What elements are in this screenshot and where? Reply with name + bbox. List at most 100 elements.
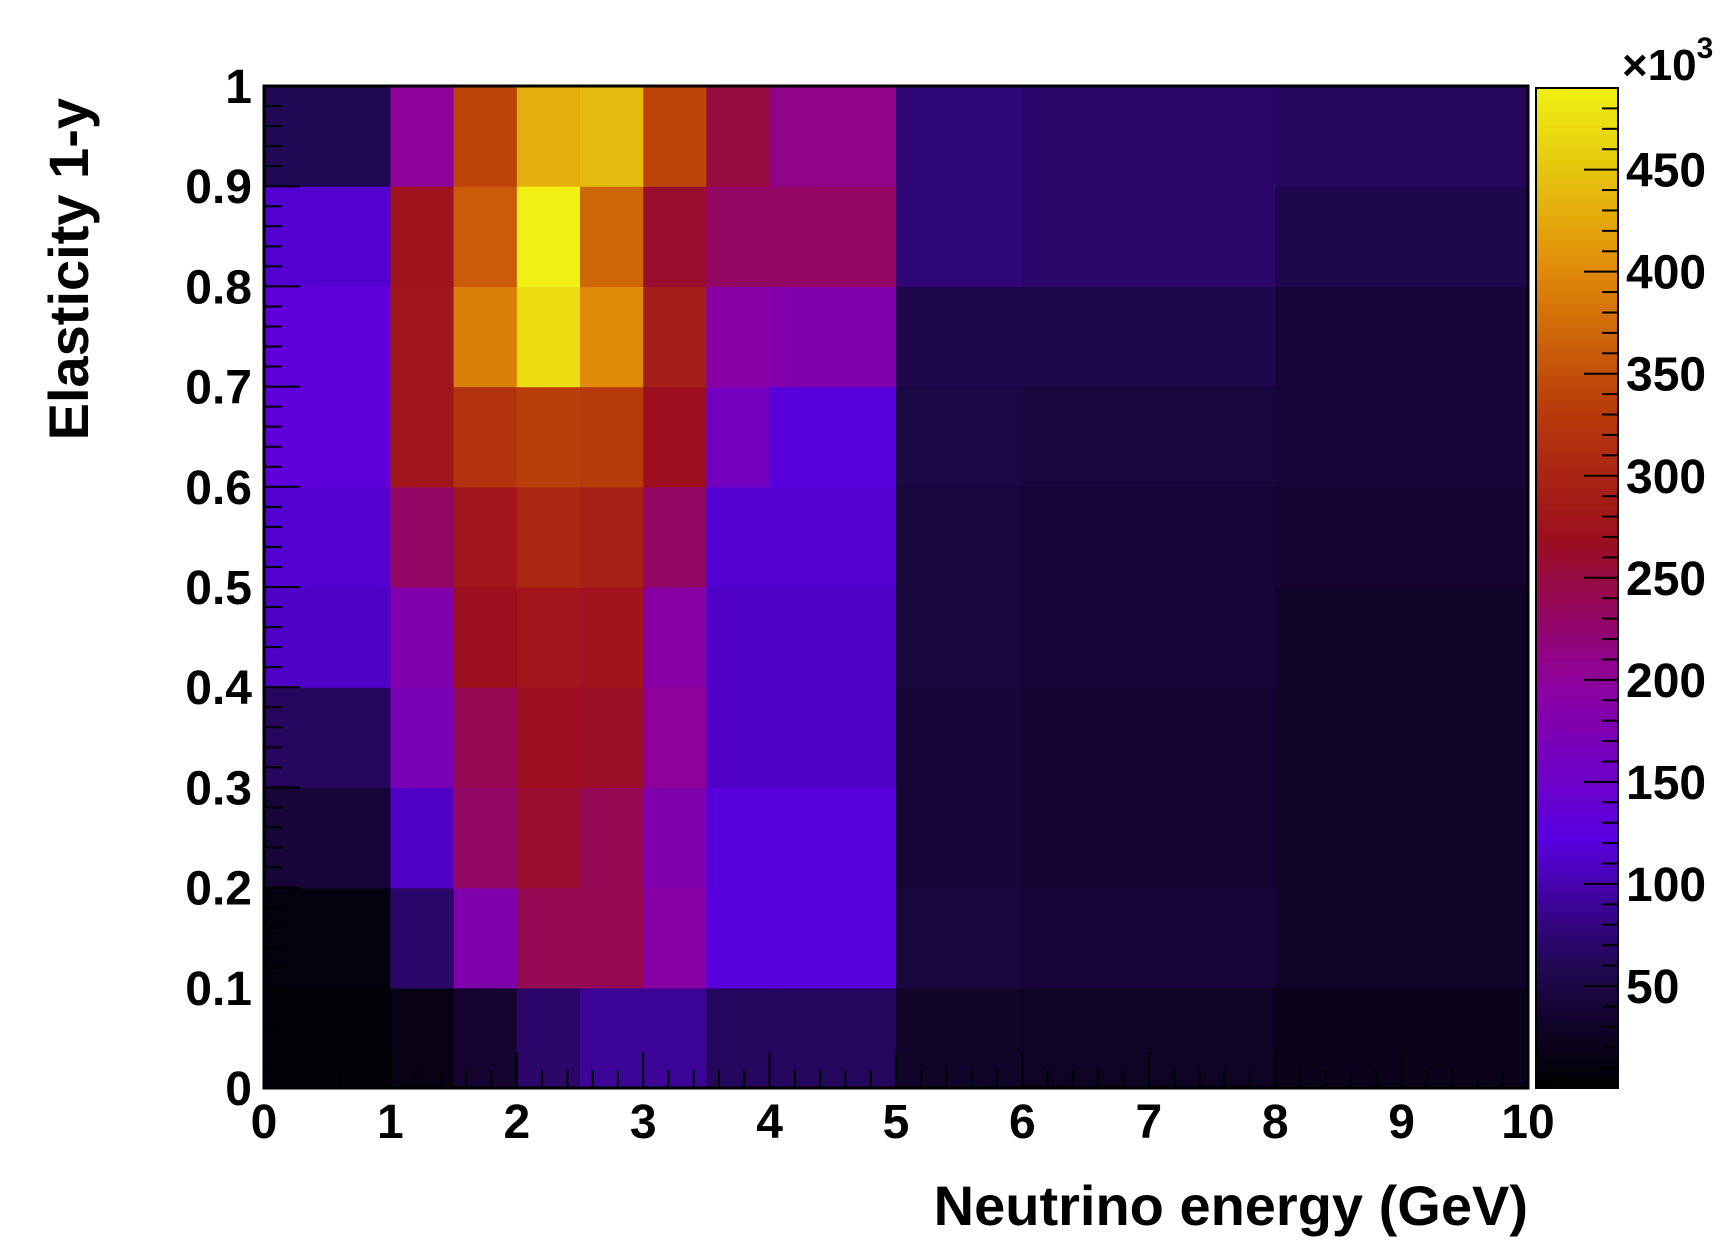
heatmap-cell: [516, 987, 581, 1089]
heatmap-cell: [516, 386, 581, 488]
colorbar-tick-label: 350: [1626, 349, 1706, 402]
axis-ticks: [263, 85, 1529, 1089]
heatmap-cell: [1022, 86, 1276, 187]
heatmap-cell: [1275, 687, 1529, 788]
heatmap-cell: [453, 486, 518, 588]
heatmap-cell: [264, 186, 391, 287]
y-tick-label: 0.2: [185, 863, 252, 916]
heatmap-cell: [516, 186, 581, 287]
y-tick-labels: 0 0.1 0.2 0.3 0.4 0.5 0.6 0.7 0.8 0.9 1: [185, 61, 252, 1116]
heatmap-cell: [643, 186, 707, 287]
heatmap-cell: [706, 286, 771, 388]
heatmap-cell: [264, 86, 391, 187]
heatmap-cell: [1022, 787, 1276, 889]
heatmap-cell: [453, 987, 518, 1089]
heatmap-cell: [706, 987, 771, 1089]
heatmap-cell: [896, 987, 1023, 1089]
heatmap-cell: [706, 486, 771, 588]
heatmap-cell: [896, 386, 1023, 488]
heatmap-cell: [643, 486, 707, 588]
y-tick-label: 0.9: [185, 161, 252, 214]
heatmap-cell: [706, 86, 771, 187]
x-tick-labels: 0 1 2 3 4 5 6 7 8 9 10: [251, 1096, 1555, 1149]
heatmap-cell: [896, 286, 1023, 388]
heatmap-cell: [453, 386, 518, 488]
y-tick-label: 0.1: [185, 963, 252, 1016]
heatmap-cell: [453, 286, 518, 388]
heatmap-cell: [516, 486, 581, 588]
y-axis-label: Elasticity 1-y: [37, 98, 100, 440]
heatmap-cell: [1275, 386, 1529, 488]
heatmap-cell: [580, 787, 644, 889]
x-tick-label: 1: [377, 1096, 404, 1149]
x-tick-label: 0: [251, 1096, 278, 1149]
heatmap-cell: [516, 286, 581, 388]
heatmap-cell: [769, 386, 897, 488]
y-tick-label: 1: [225, 61, 252, 114]
heatmap-cell: [580, 887, 644, 989]
heatmap-cell: [264, 987, 391, 1089]
heatmap-cell: [896, 86, 1023, 187]
heatmap-cell: [896, 887, 1023, 989]
x-tick-label: 8: [1262, 1096, 1289, 1149]
heatmap-cell: [896, 787, 1023, 889]
heatmap-cell: [643, 286, 707, 388]
heatmap-cell: [769, 86, 897, 187]
heatmap-cell: [516, 86, 581, 187]
x-tick-label: 4: [756, 1096, 783, 1149]
colorbar-tick-label: 300: [1626, 451, 1706, 504]
heatmap-cell: [769, 787, 897, 889]
heatmap-cell: [1275, 286, 1529, 388]
heatmap-cell: [769, 987, 897, 1089]
heatmap-cell: [643, 386, 707, 488]
y-tick-label: 0.5: [185, 562, 252, 615]
x-tick-label: 3: [630, 1096, 657, 1149]
x-tick-label: 5: [883, 1096, 910, 1149]
colorbar-tick-label: 400: [1626, 247, 1706, 300]
colorbar-multiplier-exponent: 3: [1697, 32, 1714, 65]
heatmap-cell: [453, 787, 518, 889]
heatmap-cell: [580, 86, 644, 187]
heatmap-cell: [580, 587, 644, 688]
x-axis-label: Neutrino energy (GeV): [934, 1174, 1528, 1237]
heatmap-cell: [1022, 186, 1276, 287]
heatmap-cell: [769, 486, 897, 588]
heatmap-cell: [264, 486, 391, 588]
heatmap-cell: [769, 687, 897, 788]
heatmap-cell: [1275, 787, 1529, 889]
heatmap-cell: [1022, 587, 1276, 688]
heatmap-cell: [390, 186, 455, 287]
colorbar-ticks: [1584, 107, 1618, 1069]
heatmap-cell: [390, 386, 455, 488]
x-tick-label: 10: [1501, 1096, 1554, 1149]
heatmap-cell: [706, 687, 771, 788]
heatmap-cell: [706, 386, 771, 488]
heatmap-cell: [769, 286, 897, 388]
heatmap-cell: [1275, 587, 1529, 688]
heatmap-cell: [264, 587, 391, 688]
colorbar-tick-labels: 50 100 150 200 250 300 350 400 450: [1626, 145, 1706, 1014]
heatmap-cell: [580, 286, 644, 388]
heatmap-cell: [390, 86, 455, 187]
heatmap-cell: [580, 987, 644, 1089]
heatmap-cell: [390, 486, 455, 588]
y-tick-label: 0.8: [185, 261, 252, 314]
heatmap-cell: [264, 386, 391, 488]
heatmap-cell: [516, 887, 581, 989]
y-tick-label: 0.3: [185, 762, 252, 815]
heatmap-cell: [516, 687, 581, 788]
y-tick-label: 0.6: [185, 462, 252, 515]
x-tick-label: 2: [503, 1096, 530, 1149]
heatmap-cell: [1275, 86, 1529, 187]
heatmap-cell: [1022, 286, 1276, 388]
heatmap-cell: [453, 86, 518, 187]
heatmap-cell: [769, 887, 897, 989]
y-tick-label: 0.7: [185, 362, 252, 415]
colorbar-multiplier: ×103: [1622, 32, 1713, 90]
heatmap-cell: [896, 486, 1023, 588]
heatmap-cell: [1022, 486, 1276, 588]
heatmap-cell: [516, 787, 581, 889]
colorbar-tick-label: 250: [1626, 553, 1706, 606]
heatmap-cell: [390, 286, 455, 388]
